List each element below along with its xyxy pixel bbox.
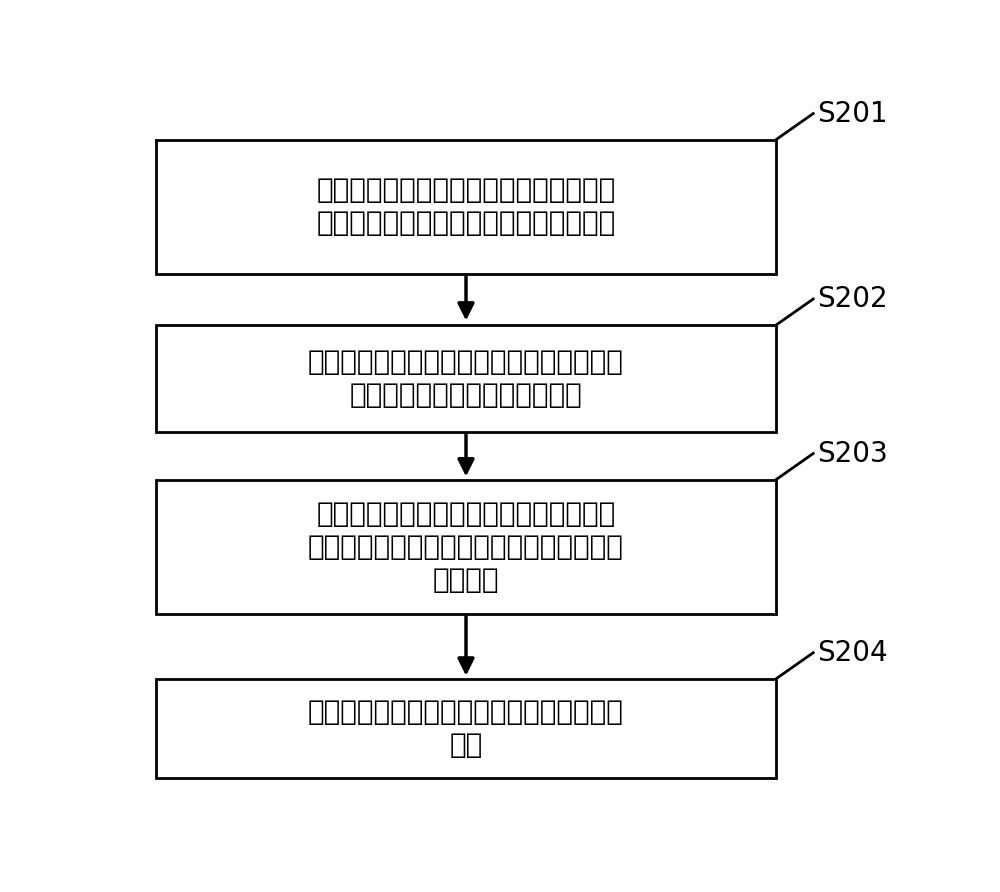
Text: 态时，获取预览图像当前光环境的色温值: 态时，获取预览图像当前光环境的色温值 bbox=[316, 209, 616, 237]
Text: S203: S203 bbox=[817, 440, 888, 467]
Text: 终端调节闪光灯为高色温闪光灯: 终端调节闪光灯为高色温闪光灯 bbox=[350, 381, 582, 409]
Text: 终端根据预先获取的色温与白平衡的对应: 终端根据预先获取的色温与白平衡的对应 bbox=[316, 500, 616, 528]
Text: 调节: 调节 bbox=[449, 731, 483, 759]
Text: S201: S201 bbox=[817, 100, 888, 128]
Text: S204: S204 bbox=[817, 639, 888, 666]
Text: 终端在拍照模式下，当闪光灯处于开启状: 终端在拍照模式下，当闪光灯处于开启状 bbox=[316, 176, 616, 204]
Bar bbox=[156, 140, 776, 274]
Bar bbox=[156, 679, 776, 779]
Bar bbox=[156, 480, 776, 614]
Text: 若获取到的色温值大于或等于高色温阈值，: 若获取到的色温值大于或等于高色温阈值， bbox=[308, 348, 624, 376]
Bar bbox=[156, 325, 776, 432]
Text: 白平衡值: 白平衡值 bbox=[433, 566, 499, 593]
Text: 关系，确定调节后的闪光灯的色温值对应的: 关系，确定调节后的闪光灯的色温值对应的 bbox=[308, 533, 624, 560]
Text: S202: S202 bbox=[817, 285, 888, 313]
Text: 终端根据白平衡值，对预览图像进行白平衡: 终端根据白平衡值，对预览图像进行白平衡 bbox=[308, 698, 624, 726]
